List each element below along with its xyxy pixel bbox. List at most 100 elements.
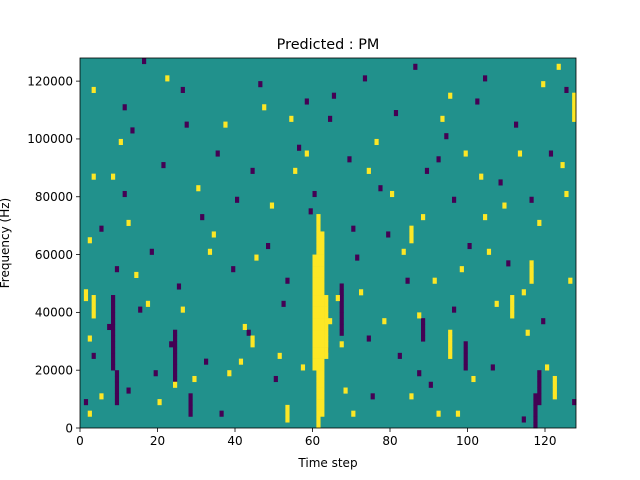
low-value-cell bbox=[188, 393, 193, 400]
high-value-cell bbox=[320, 404, 325, 411]
high-value-cell bbox=[312, 318, 317, 325]
x-tick-label: 60 bbox=[305, 434, 320, 448]
low-value-cell bbox=[424, 167, 430, 174]
low-value-cell bbox=[83, 399, 89, 406]
high-value-cell bbox=[316, 225, 321, 232]
high-value-cell bbox=[277, 352, 282, 359]
high-value-cell bbox=[552, 381, 557, 388]
low-value-cell bbox=[537, 399, 542, 406]
high-value-cell bbox=[552, 393, 557, 400]
low-value-cell bbox=[475, 98, 480, 105]
high-value-cell bbox=[238, 358, 244, 365]
high-value-cell bbox=[343, 387, 348, 394]
low-value-cell bbox=[235, 196, 240, 203]
high-value-cell bbox=[316, 295, 321, 302]
high-value-cell bbox=[529, 266, 534, 273]
high-value-cell bbox=[316, 289, 321, 296]
high-value-cell bbox=[91, 306, 96, 313]
low-value-cell bbox=[537, 387, 542, 394]
high-value-cell bbox=[572, 92, 577, 99]
high-value-cell bbox=[320, 243, 325, 250]
low-value-cell bbox=[219, 410, 224, 417]
high-value-cell bbox=[510, 295, 515, 302]
high-value-cell bbox=[316, 318, 321, 325]
high-value-cell bbox=[196, 185, 201, 192]
high-value-cell bbox=[390, 190, 395, 198]
high-value-cell bbox=[312, 283, 317, 290]
low-value-cell bbox=[463, 358, 468, 365]
high-value-cell bbox=[250, 335, 255, 342]
y-tick-label: 120000 bbox=[27, 74, 73, 88]
high-value-cell bbox=[316, 347, 321, 354]
low-value-cell bbox=[572, 399, 577, 406]
high-value-cell bbox=[324, 300, 329, 307]
low-value-cell bbox=[91, 352, 96, 359]
low-value-cell bbox=[130, 127, 135, 134]
y-tick-label: 40000 bbox=[35, 306, 73, 320]
high-value-cell bbox=[440, 115, 445, 122]
high-value-cell bbox=[537, 219, 542, 226]
low-value-cell bbox=[537, 375, 542, 383]
high-value-cell bbox=[556, 63, 561, 70]
low-value-cell bbox=[421, 329, 426, 336]
high-value-cell bbox=[432, 277, 437, 284]
high-value-cell bbox=[572, 98, 577, 105]
high-value-cell bbox=[91, 86, 96, 93]
low-value-cell bbox=[529, 196, 534, 203]
high-value-cell bbox=[324, 323, 329, 331]
low-value-cell bbox=[173, 375, 178, 383]
low-value-cell bbox=[467, 243, 472, 250]
low-value-cell bbox=[111, 364, 116, 371]
low-value-cell bbox=[173, 347, 178, 354]
low-value-cell bbox=[215, 150, 220, 157]
low-value-cell bbox=[114, 375, 120, 383]
y-axis-label: Frequency (Hz) bbox=[0, 198, 12, 289]
high-value-cell bbox=[180, 306, 185, 313]
high-value-cell bbox=[316, 283, 321, 290]
low-value-cell bbox=[393, 110, 399, 117]
low-value-cell bbox=[339, 289, 344, 296]
high-value-cell bbox=[316, 358, 321, 365]
high-value-cell bbox=[316, 231, 321, 238]
high-value-cell bbox=[320, 295, 325, 302]
low-value-cell bbox=[339, 318, 344, 325]
low-value-cell bbox=[339, 300, 344, 307]
low-value-cell bbox=[490, 364, 495, 371]
low-value-cell bbox=[339, 312, 344, 319]
low-value-cell bbox=[111, 300, 116, 307]
low-value-cell bbox=[138, 306, 143, 313]
low-value-cell bbox=[173, 364, 178, 371]
low-value-cell bbox=[417, 370, 422, 377]
low-value-cell bbox=[537, 393, 542, 400]
high-value-cell bbox=[459, 266, 464, 273]
low-value-cell bbox=[114, 387, 120, 394]
low-value-cell bbox=[386, 231, 391, 238]
high-value-cell bbox=[87, 410, 92, 417]
high-value-cell bbox=[316, 237, 321, 244]
low-value-cell bbox=[548, 150, 554, 157]
y-tick-label: 100000 bbox=[27, 132, 73, 146]
high-value-cell bbox=[87, 237, 92, 244]
low-value-cell bbox=[188, 410, 193, 417]
low-value-cell bbox=[173, 358, 178, 365]
x-tick-label: 0 bbox=[76, 434, 84, 448]
high-value-cell bbox=[324, 352, 329, 359]
high-value-cell bbox=[316, 404, 321, 411]
y-tick-label: 20000 bbox=[35, 363, 73, 377]
low-value-cell bbox=[173, 341, 178, 348]
high-value-cell bbox=[448, 352, 453, 359]
high-value-cell bbox=[463, 150, 468, 157]
high-value-cell bbox=[320, 231, 325, 238]
high-value-cell bbox=[324, 347, 329, 354]
high-value-cell bbox=[304, 150, 309, 157]
high-value-cell bbox=[134, 271, 139, 278]
low-value-cell bbox=[370, 393, 375, 400]
high-value-cell bbox=[91, 173, 96, 180]
low-value-cell bbox=[122, 104, 127, 111]
low-value-cell bbox=[111, 352, 116, 359]
high-value-cell bbox=[312, 358, 317, 365]
low-value-cell bbox=[161, 162, 166, 169]
high-value-cell bbox=[316, 416, 321, 423]
high-value-cell bbox=[541, 81, 546, 88]
low-value-cell bbox=[514, 121, 519, 128]
